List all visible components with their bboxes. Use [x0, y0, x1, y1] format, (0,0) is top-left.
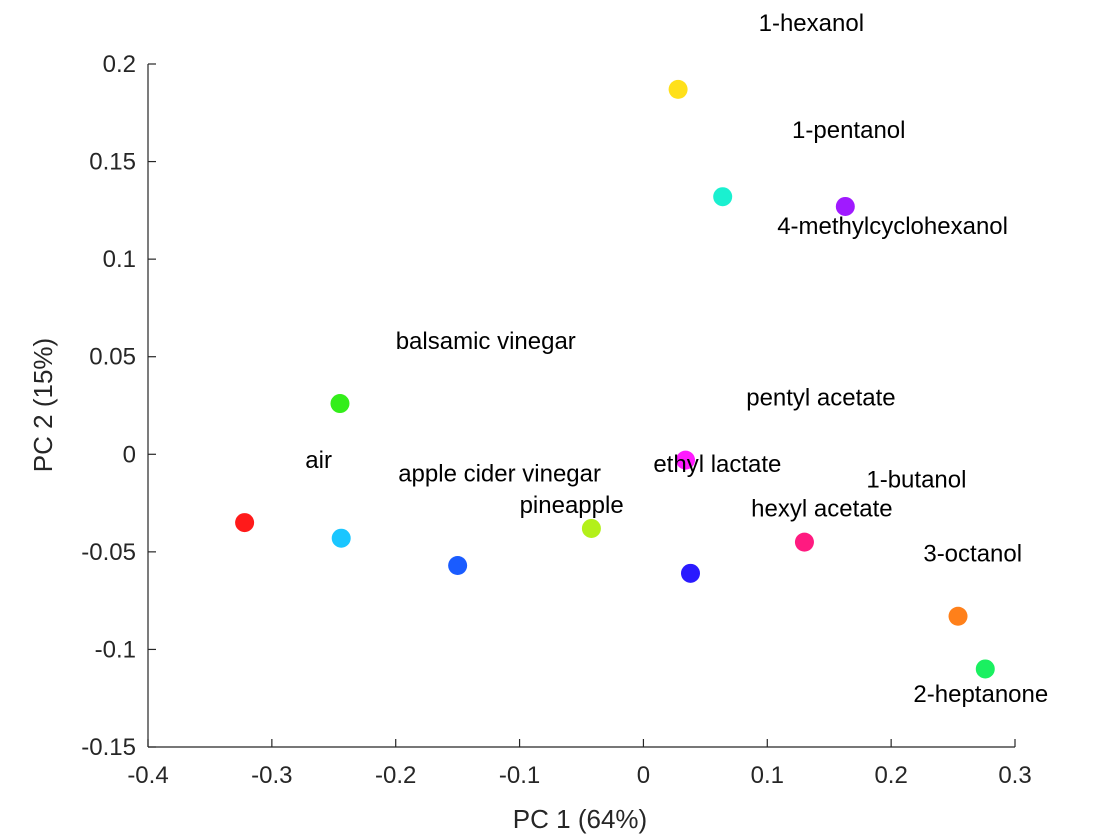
data-point	[330, 394, 350, 414]
point-label: hexyl acetate	[751, 496, 892, 523]
point-label: pineapple	[520, 492, 624, 519]
point-label: pentyl acetate	[746, 385, 895, 412]
point-label: 2-heptanone	[913, 681, 1048, 708]
y-tick-label: 0.2	[103, 51, 136, 78]
x-tick-label: -0.4	[127, 762, 168, 789]
point-label: 1-pentanol	[792, 117, 905, 144]
point-label: air	[305, 447, 332, 474]
y-tick-label: 0	[123, 441, 136, 468]
y-tick-label: 0.1	[103, 246, 136, 273]
axes	[147, 64, 1015, 748]
point-label: 1-butanol	[866, 466, 966, 493]
data-point	[331, 528, 351, 548]
data-point	[448, 556, 468, 576]
y-tick-label: -0.05	[81, 539, 136, 566]
point-labels: 1-hexanol 1-pentanol 4-methylcyclohexanol b…	[305, 10, 1048, 708]
point-label: 1-hexanol	[759, 10, 864, 37]
data-point	[668, 79, 688, 99]
x-tick-label: 0.1	[751, 762, 784, 789]
data-point	[948, 606, 968, 626]
y-axis-title: PC 2 (15%)	[28, 338, 58, 472]
x-tick-label: -0.3	[251, 762, 292, 789]
point-label: 3-octanol	[923, 541, 1022, 568]
y-tick-label: 0.05	[89, 344, 136, 371]
x-tick-label: 0.3	[998, 762, 1031, 789]
x-axis-ticks: -0.4 -0.3 -0.2 -0.1 0 0.1 0.2 0.3	[127, 739, 1032, 789]
data-points	[235, 79, 995, 679]
point-label: apple cider vinegar	[398, 461, 601, 488]
x-tick-label: -0.1	[499, 762, 540, 789]
point-label: 4-methylcyclohexanol	[777, 213, 1008, 240]
x-axis-title: PC 1 (64%)	[513, 804, 647, 834]
data-point	[713, 187, 733, 207]
y-tick-label: -0.15	[81, 734, 136, 761]
data-point	[676, 450, 696, 470]
y-tick-label: 0.15	[89, 149, 136, 176]
point-label: balsamic vinegar	[396, 328, 576, 355]
data-point	[975, 659, 995, 679]
x-tick-label: 0.2	[874, 762, 907, 789]
data-point	[794, 532, 814, 552]
data-point	[581, 518, 601, 538]
data-point	[680, 563, 700, 583]
point-label: ethyl lactate	[653, 451, 781, 478]
x-tick-label: 0	[637, 762, 650, 789]
data-point	[235, 513, 255, 533]
data-point	[835, 196, 855, 216]
x-tick-label: -0.2	[375, 762, 416, 789]
y-tick-label: -0.1	[95, 636, 136, 663]
y-axis-ticks: -0.15 -0.1 -0.05 0 0.05 0.1 0.15 0.2	[81, 51, 156, 761]
